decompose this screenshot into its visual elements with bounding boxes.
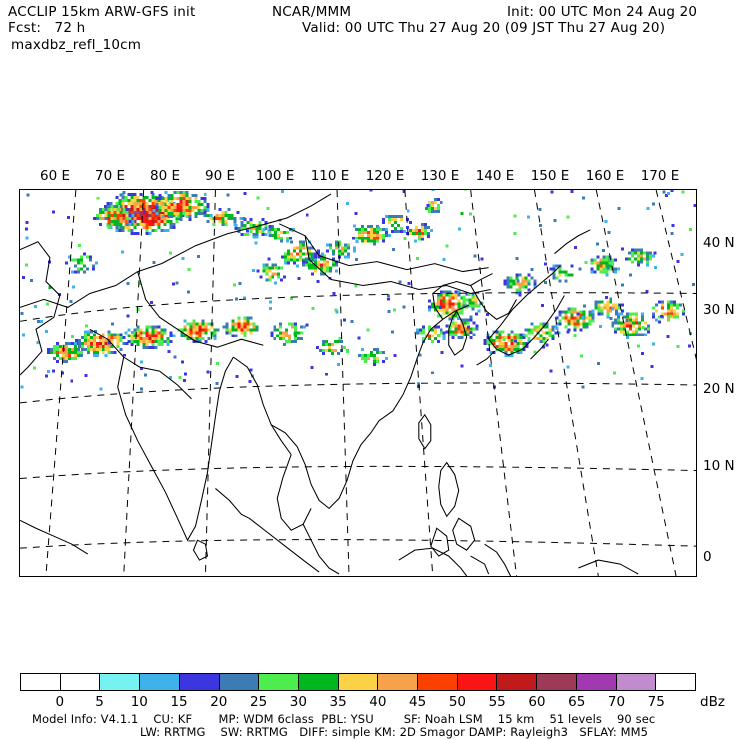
colorbar-swatch	[298, 674, 339, 690]
colorbar-tick-label: 55	[488, 694, 506, 710]
colorbar-tick-label: 5	[95, 694, 104, 710]
colorbar-swatch	[338, 674, 379, 690]
init-time-label: Init: 00 UTC Mon 24 Aug 20	[507, 4, 698, 20]
colorbar-tick-label: 10	[130, 694, 148, 710]
colorbar-swatch	[378, 674, 419, 690]
lon-tick-label: 70 E	[95, 168, 125, 184]
lon-tick-label: 160 E	[585, 168, 625, 184]
lon-tick-label: 110 E	[310, 168, 350, 184]
lon-tick-label: 140 E	[475, 168, 515, 184]
lon-tick-label: 60 E	[40, 168, 70, 184]
colorbar-swatch	[576, 674, 617, 690]
colorbar-tick-label: 20	[210, 694, 228, 710]
lon-tick-label: 150 E	[530, 168, 570, 184]
coastline-layer	[20, 193, 639, 576]
colorbar-swatch	[656, 674, 695, 690]
model-info-line-2: LW: RRTMG SW: RRTMG DIFF: simple KM: 2D …	[140, 725, 649, 739]
colorbar-tick-label: 45	[409, 694, 427, 710]
lat-tick-label: 20 N	[703, 381, 735, 397]
colorbar-swatch	[418, 674, 458, 690]
model-center-label: NCAR/MMM	[272, 4, 352, 20]
field-name-label: maxdbz_refl_10cm	[11, 37, 142, 53]
lon-tick-label: 80 E	[150, 168, 180, 184]
colorbar-swatch	[179, 674, 220, 690]
colorbar-tick-label: 60	[528, 694, 546, 710]
lat-tick-label: 40 N	[703, 235, 735, 251]
lon-tick-label: 90 E	[205, 168, 235, 184]
model-info-line-1: Model Info: V4.1.1 CU: KF MP: WDM 6class…	[32, 712, 656, 726]
colorbar-tick-label: 30	[289, 694, 307, 710]
colorbar-swatch	[60, 674, 101, 690]
lon-tick-label: 130 E	[420, 168, 460, 184]
colorbar-swatch	[140, 674, 180, 690]
reflectivity-field	[20, 190, 696, 391]
colorbar-tick-label: 25	[249, 694, 268, 710]
lon-tick-label: 100 E	[255, 168, 295, 184]
colorbar-swatch	[616, 674, 657, 690]
colorbar-tick-label: 15	[170, 694, 188, 710]
colorbar-tick-label: 70	[607, 694, 626, 710]
colorbar-swatch	[497, 674, 538, 690]
colorbar-swatch	[537, 674, 577, 690]
colorbar-tick-label: 40	[369, 694, 387, 710]
colorbar-tick-label: 0	[55, 694, 65, 710]
map-canvas	[20, 190, 696, 576]
graticule-layer	[20, 190, 696, 576]
colorbar-swatch	[100, 674, 141, 690]
colorbar	[20, 673, 696, 691]
colorbar-tick-label: 75	[647, 694, 665, 710]
colorbar-swatch	[219, 674, 260, 690]
lat-tick-label: 0	[703, 549, 712, 565]
colorbar-tick-label: 35	[329, 694, 347, 710]
reflectivity-map	[19, 189, 697, 577]
forecast-hour-label: Fcst: 72 h	[8, 20, 86, 36]
colorbar-swatch	[457, 674, 498, 690]
lat-tick-label: 10 N	[703, 458, 735, 474]
colorbar-unit-label: dBz	[700, 694, 725, 710]
colorbar-swatch	[21, 674, 61, 690]
colorbar-swatch	[259, 674, 299, 690]
lon-tick-label: 120 E	[365, 168, 405, 184]
lat-tick-label: 30 N	[703, 302, 735, 318]
valid-time-label: Valid: 00 UTC Thu 27 Aug 20 (09 JST Thu …	[302, 20, 666, 36]
colorbar-tick-label: 50	[448, 694, 466, 710]
lon-tick-label: 170 E	[640, 168, 680, 184]
plot-title: ACCLIP 15km ARW-GFS init	[8, 4, 196, 20]
colorbar-tick-label: 65	[568, 694, 586, 710]
